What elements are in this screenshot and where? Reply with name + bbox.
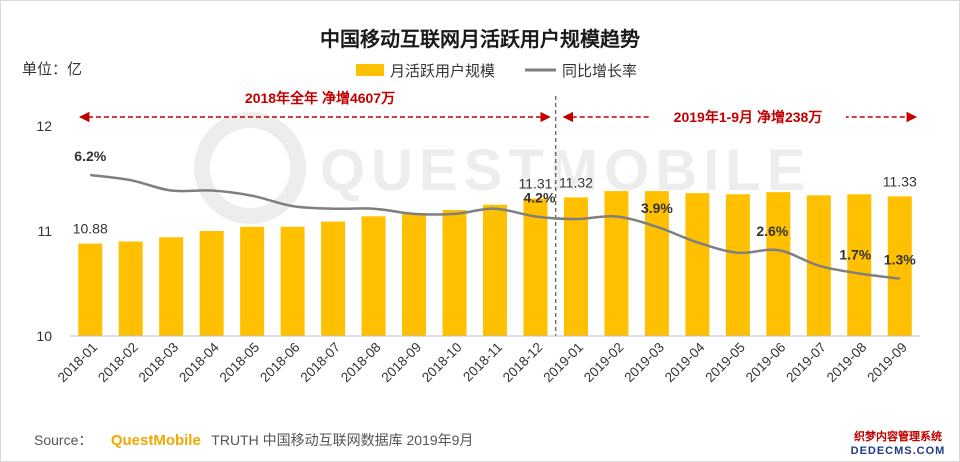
- x-tick-label: 2019-03: [621, 340, 667, 386]
- bar: [361, 216, 386, 336]
- bar-series: [78, 191, 912, 336]
- x-tick-label: 2018-05: [217, 340, 263, 386]
- rate-value-label: 3.9%: [641, 200, 673, 216]
- footer-stamp: 织梦内容管理系统 DEDECMS.COM: [842, 430, 954, 458]
- rate-line: [90, 173, 900, 280]
- watermark-text: QUESTMOBILE: [320, 138, 811, 203]
- annotation-2019-box: [650, 104, 846, 130]
- bar-value-label: 10.88: [73, 221, 108, 237]
- bar: [887, 196, 912, 336]
- x-tick-label: 2018-06: [257, 340, 303, 386]
- rate-value-label: 1.7%: [839, 246, 871, 262]
- bar: [240, 226, 265, 336]
- bar: [523, 198, 548, 336]
- data-labels: 10.88 11.31 11.32 11.33 6.2% 4.2% 3.9% 2.6% 1.7%…: [73, 148, 917, 268]
- bar: [199, 231, 224, 336]
- footer-stamp-top: 织梦内容管理系统: [854, 431, 942, 443]
- bar: [604, 191, 629, 336]
- bar: [442, 210, 467, 336]
- x-tick-label: 2018-09: [379, 340, 425, 386]
- annotation-2018-label: 2018年全年 净增4607万: [245, 90, 395, 106]
- legend-bar-label: 月活跃用户规模: [390, 63, 495, 80]
- bar: [644, 191, 669, 336]
- x-tick-label: 2018-02: [95, 340, 141, 386]
- rate-line-series: [90, 173, 900, 280]
- legend-bar-swatch: [356, 64, 384, 76]
- y-tick-label: 10: [36, 328, 52, 344]
- source-label: Source：: [34, 432, 92, 448]
- rate-value-label: 1.3%: [884, 252, 916, 268]
- annotation-2018-box: [222, 84, 418, 110]
- bar: [725, 194, 750, 336]
- legend-line-label: 同比增长率: [562, 63, 637, 80]
- x-tick-label: 2018-11: [460, 340, 505, 385]
- x-tick-label: 2019-09: [864, 340, 910, 386]
- bar: [402, 213, 427, 336]
- x-tick-label: 2019-01: [540, 340, 586, 386]
- watermark-group: QUESTMOBILE: [194, 112, 811, 224]
- bar: [685, 193, 710, 336]
- period-annotations: 2018年全年 净增4607万 2019年1-9月 净增238万: [78, 84, 918, 336]
- bar: [78, 243, 103, 336]
- rate-value-label: 4.2%: [524, 189, 556, 205]
- x-tick-label: 2018-08: [338, 340, 384, 386]
- bar: [321, 221, 346, 336]
- footer-stamp-bottom: DEDECMS.COM: [850, 445, 946, 457]
- source-line: Source： QuestMobile TRUTH 中国移动互联网数据库 201…: [34, 432, 473, 449]
- source-text: Source： QuestMobile TRUTH 中国移动互联网数据库 201…: [34, 432, 473, 449]
- x-tick-label: 2019-04: [662, 339, 708, 385]
- x-tick-label: 2018-07: [298, 340, 344, 386]
- x-tick-label: 2018-04: [176, 339, 222, 385]
- bar: [118, 241, 143, 336]
- x-tick-label: 2019-06: [743, 340, 789, 386]
- chart-title: 中国移动互联网月活跃用户规模趋势: [320, 27, 640, 51]
- x-tick-label: 2018-12: [500, 340, 546, 386]
- y-tick-label: 12: [36, 118, 52, 134]
- x-tick-label: 2019-02: [581, 340, 627, 386]
- rate-value-label: 6.2%: [74, 148, 106, 164]
- y-tick-label: 11: [37, 223, 52, 239]
- x-tick-label: 2019-07: [783, 340, 829, 386]
- bar-value-label: 11.31: [518, 175, 552, 191]
- bar-value-label: 11.32: [559, 174, 593, 190]
- rate-value-label: 2.6%: [756, 223, 788, 239]
- annotation-2019-label: 2019年1-9月 净增238万: [674, 109, 823, 125]
- bar: [563, 197, 588, 336]
- bar: [847, 194, 872, 336]
- bar-value-label: 11.33: [883, 173, 917, 189]
- bar: [766, 192, 791, 336]
- x-tick-label: 2018-10: [419, 340, 465, 386]
- source-detail: TRUTH 中国移动互联网数据库 2019年9月: [211, 432, 473, 448]
- x-tick-label: 2019-08: [824, 340, 870, 386]
- bar: [280, 226, 305, 336]
- x-tick-label: 2018-03: [136, 340, 182, 386]
- bar: [159, 237, 184, 336]
- y-axis: 10 11 12: [36, 118, 52, 344]
- x-axis: 2018-012018-022018-032018-042018-052018-…: [55, 335, 920, 386]
- bar: [483, 204, 507, 336]
- x-tick-label: 2018-01: [55, 340, 101, 386]
- legend: 月活跃用户规模 同比增长率: [356, 63, 637, 80]
- x-tick-label: 2019-05: [702, 340, 748, 386]
- source-brand: QuestMobile: [111, 432, 201, 449]
- watermark-logo-icon: [194, 112, 306, 224]
- unit-label: 单位：亿: [22, 61, 82, 78]
